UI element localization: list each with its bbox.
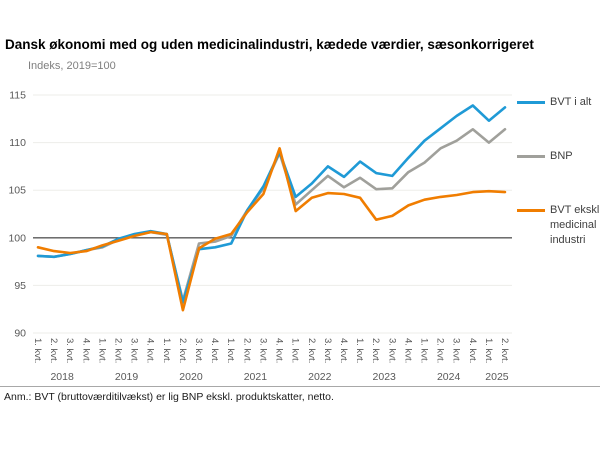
x-axis-tick-label: 2. kvt.	[370, 338, 381, 363]
legend-line-bvt-total	[517, 101, 545, 105]
x-axis-tick-label: 4. kvt.	[274, 338, 285, 363]
x-axis-tick-label: 3. kvt.	[257, 338, 268, 363]
x-axis-tick-label: 3. kvt.	[64, 338, 75, 363]
legend-line-bnp	[517, 155, 545, 159]
y-axis-unit-label: Indeks, 2019=100	[28, 60, 116, 72]
x-axis-tick-label: 1. kvt.	[32, 338, 43, 363]
x-axis-tick-label: 4. kvt.	[338, 338, 349, 363]
x-axis-tick-label: 4. kvt.	[467, 338, 478, 363]
x-axis-tick-label: 2. kvt.	[177, 338, 188, 363]
y-axis-tick-label: 100	[8, 232, 26, 244]
x-axis-year-label: 2024	[437, 371, 461, 383]
x-axis-tick-label: 2. kvt.	[435, 338, 446, 363]
series-line-bnp	[36, 128, 507, 302]
legend-line-bvt-excl	[517, 209, 545, 213]
x-axis-tick-label: 2. kvt.	[499, 338, 510, 363]
legend-label-bnp: BNP	[550, 150, 573, 162]
x-axis-tick-label: 1. kvt.	[354, 338, 365, 363]
x-axis-tick-label: 3. kvt.	[193, 338, 204, 363]
x-axis-tick-label: 1. kvt.	[96, 338, 107, 363]
x-axis-tick-label: 1. kvt.	[161, 338, 172, 363]
x-axis-year-label: 2018	[50, 371, 74, 383]
x-axis-tick-label: 1. kvt.	[225, 338, 236, 363]
x-axis-year-label: 2020	[179, 371, 203, 383]
x-axis-tick-label: 3. kvt.	[322, 338, 333, 363]
legend-label-bvt-excl: BVT ekskl. medicinal industri	[550, 204, 600, 246]
legend-label-bvt-total: BVT i alt	[550, 96, 592, 108]
series-line-bvt-i-alt	[36, 104, 507, 304]
x-axis-year-label: 2019	[115, 371, 139, 383]
series-line-bvt-ekskl-medicinalindustri	[36, 147, 507, 312]
chart-title: Dansk økonomi med og uden medicinalindus…	[5, 37, 534, 52]
x-axis-tick-label: 4. kvt.	[145, 338, 156, 363]
x-axis-year-label: 2023	[373, 371, 397, 383]
x-axis-tick-label: 3. kvt.	[386, 338, 397, 363]
y-axis-tick-label: 115	[9, 90, 26, 102]
x-axis-tick-label: 3. kvt.	[129, 338, 140, 363]
y-axis-tick-label: 90	[14, 328, 26, 340]
x-axis-tick-label: 2. kvt.	[113, 338, 124, 363]
x-axis-tick-label: 2. kvt.	[306, 338, 317, 363]
y-axis-tick-label: 95	[14, 280, 26, 292]
x-axis-tick-label: 2. kvt.	[241, 338, 252, 363]
x-axis-tick-label: 1. kvt.	[483, 338, 494, 363]
footer-divider	[0, 386, 600, 387]
x-axis-tick-label: 4. kvt.	[80, 338, 91, 363]
x-axis-tick-label: 4. kvt.	[402, 338, 413, 363]
x-axis-year-label: 2022	[308, 371, 332, 383]
x-axis-year-label: 2025	[485, 371, 509, 383]
y-axis-tick-label: 105	[8, 185, 26, 197]
footnote: Anm.: BVT (bruttoværditilvækst) er lig B…	[4, 391, 334, 403]
x-axis-tick-label: 2. kvt.	[48, 338, 59, 363]
x-axis-tick-label: 1. kvt.	[290, 338, 301, 363]
x-axis-tick-label: 1. kvt.	[418, 338, 429, 363]
x-axis-year-label: 2021	[244, 371, 268, 383]
y-axis-tick-label: 110	[9, 137, 26, 149]
x-axis-tick-label: 3. kvt.	[451, 338, 462, 363]
x-axis-tick-label: 4. kvt.	[209, 338, 220, 363]
